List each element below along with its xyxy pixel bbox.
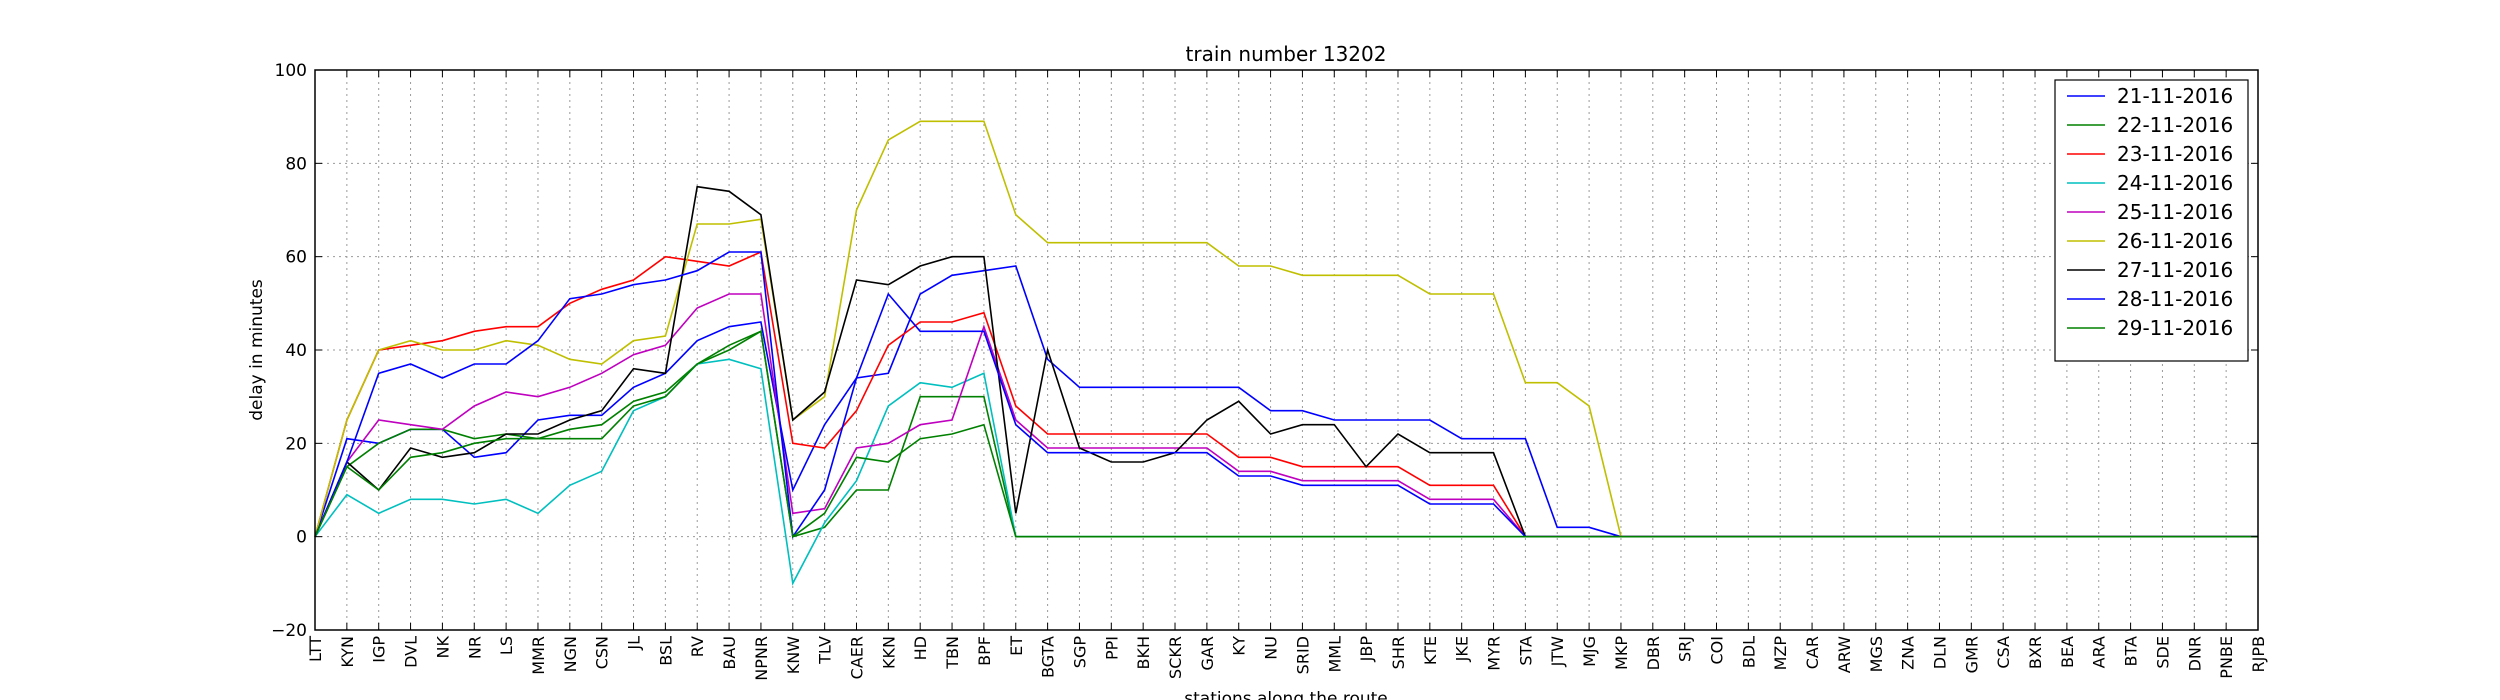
x-tick-label: BXR [2026, 636, 2045, 669]
x-tick-label: TLV [816, 636, 835, 665]
x-axis-ticks: LTT KYN IGP DVL NK NR LS MMR NGN CSN JL BSL RV BAU NPN… [306, 70, 2268, 681]
x-tick-label: ARA [2090, 636, 2109, 668]
x-tick-label: IGP [370, 636, 389, 663]
x-tick-label: NR [465, 636, 484, 659]
x-tick-label: RV [688, 636, 707, 657]
y-tick-label: 100 [275, 61, 307, 81]
x-tick-label: BDL [1739, 636, 1758, 668]
x-tick-label: LTT [306, 636, 325, 662]
x-tick-label: SDE [2153, 636, 2172, 669]
x-tick-label: ZNA [1899, 636, 1918, 670]
x-tick-label: BEA [2058, 636, 2077, 668]
x-tick-label: SHR [1389, 636, 1408, 669]
x-tick-label: BSL [656, 636, 675, 666]
x-tick-label: PPI [1102, 636, 1121, 660]
x-tick-label: DLN [1930, 636, 1949, 669]
y-axis-label: delay in minutes [247, 279, 267, 421]
x-tick-label: GAR [1198, 636, 1217, 670]
x-tick-label: JTW [1548, 636, 1567, 667]
x-tick-label: DNR [2185, 636, 2204, 671]
x-tick-label: NGN [561, 636, 580, 672]
x-tick-label: CAR [1803, 636, 1822, 669]
x-tick-label: NPNR [752, 636, 771, 681]
x-tick-label: BKH [1134, 636, 1153, 670]
legend-entry-label: 23-11-2016 [2117, 142, 2233, 166]
legend-entry-label: 24-11-2016 [2117, 171, 2233, 195]
x-tick-label: NK [433, 636, 452, 659]
x-tick-label: NU [1262, 636, 1281, 660]
x-tick-label: RJPB [2249, 636, 2268, 672]
x-tick-label: SRID [1293, 636, 1312, 674]
y-tick-label: 80 [285, 154, 307, 174]
x-tick-label: GMR [1962, 636, 1981, 673]
x-tick-label: BTA [2122, 636, 2141, 667]
x-tick-label: BAU [720, 636, 739, 670]
x-tick-label: KTE [1421, 636, 1440, 665]
x-tick-label: JKE [1453, 636, 1472, 662]
x-tick-label: ARW [1835, 636, 1854, 673]
x-tick-label: SCKR [1166, 636, 1185, 679]
x-tick-label: KKN [879, 636, 898, 669]
x-tick-label: BGTA [1039, 636, 1058, 678]
legend-entry-label: 26-11-2016 [2117, 229, 2233, 253]
x-tick-label: MZP [1771, 636, 1790, 671]
x-tick-label: MKP [1612, 636, 1631, 670]
y-tick-label: 20 [285, 434, 307, 454]
x-tick-label: KYN [338, 636, 357, 668]
legend-entry-label: 29-11-2016 [2117, 316, 2233, 340]
x-tick-label: KNW [784, 636, 803, 674]
series-lines [314, 120, 2258, 586]
legend-entry-label: 27-11-2016 [2117, 258, 2233, 282]
legend-entry-label: 21-11-2016 [2117, 84, 2233, 108]
x-tick-label: SGP [1070, 636, 1089, 669]
legend: 21-11-2016 22-11-2016 23-11-2016 24-11-2016… [2054, 79, 2249, 362]
x-tick-label: CAER [847, 636, 866, 679]
x-tick-label: MGS [1867, 636, 1886, 672]
x-tick-label: DVL [402, 636, 421, 668]
x-tick-label: MJG [1580, 636, 1599, 667]
y-axis-ticks: −20 0 20 40 60 80 100 [271, 61, 2258, 641]
x-tick-label: CSN [593, 636, 612, 669]
legend-entry-label: 28-11-2016 [2117, 287, 2233, 311]
y-tick-label: −20 [271, 621, 307, 641]
x-axis-label: stations along the route [1184, 689, 1388, 700]
x-tick-label: CSA [1994, 636, 2013, 669]
x-tick-label: JL [625, 636, 644, 651]
x-tick-label: ET [1007, 636, 1026, 656]
x-tick-label: PNBE [2217, 636, 2236, 679]
legend-box [2054, 79, 2249, 362]
x-tick-label: SRJ [1676, 636, 1695, 662]
x-tick-label: MYR [1485, 636, 1504, 671]
x-tick-label: JBP [1357, 636, 1376, 663]
y-tick-label: 60 [285, 248, 307, 268]
x-tick-label: MML [1325, 636, 1344, 673]
chart-title: train number 13202 [1186, 42, 1387, 66]
x-tick-label: DBR [1644, 636, 1663, 670]
x-tick-label: TBN [943, 636, 962, 670]
x-tick-label: STA [1516, 636, 1535, 666]
x-tick-label: COI [1708, 636, 1727, 664]
x-tick-label: BPF [975, 636, 994, 666]
x-tick-label: MMR [529, 636, 548, 675]
legend-entry-label: 25-11-2016 [2117, 200, 2233, 224]
y-tick-label: 40 [285, 341, 307, 361]
x-tick-label: LS [497, 636, 516, 655]
x-tick-label: HD [911, 636, 930, 660]
series-line-29-11-2016 [314, 330, 2258, 539]
x-tick-label: KY [1230, 636, 1249, 656]
y-tick-label: 0 [296, 528, 307, 548]
legend-entry-label: 22-11-2016 [2117, 113, 2233, 137]
